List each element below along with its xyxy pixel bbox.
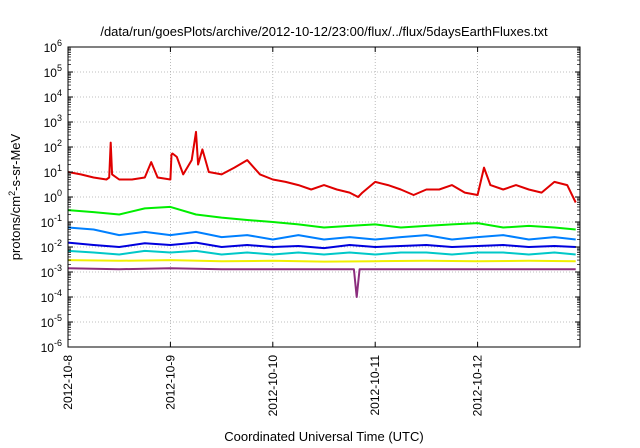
- y-tick-label-base: 10: [44, 166, 58, 180]
- y-tick-label-exp: -2: [54, 238, 62, 248]
- y-tick-label-base: 10: [41, 291, 55, 305]
- y-tick-label: 10-3: [41, 263, 62, 280]
- y-tick-label-exp: 5: [57, 63, 62, 73]
- series-line-4: [67, 241, 576, 250]
- y-axis-label-sup: 2: [7, 191, 17, 196]
- x-tick-label: 2012-10-9: [163, 355, 177, 410]
- series-line-2: [67, 205, 576, 231]
- y-tick-label: 100: [44, 188, 62, 205]
- x-axis: 2012-10-8 2012-10-9 2012-10-10 2012-10-11 20…: [61, 47, 485, 416]
- y-tick-label: 10-1: [41, 213, 62, 230]
- y-tick-label: 104: [44, 88, 62, 105]
- y-tick-label-exp: 0: [57, 188, 62, 198]
- x-axis-label: Coordinated Universal Time (UTC): [224, 429, 423, 444]
- y-tick-label-exp: 6: [57, 38, 62, 48]
- y-tick-label: 101: [44, 163, 62, 180]
- y-axis-label-base: protons/cm: [8, 196, 23, 260]
- y-tick-label-exp: -4: [54, 288, 62, 298]
- series-line-7: [67, 267, 576, 298]
- y-tick-label: 10-6: [41, 338, 62, 355]
- y-tick-label-exp: 1: [57, 163, 62, 173]
- y-tick-label: 105: [44, 63, 62, 80]
- x-tick-label: 2012-10-11: [368, 355, 382, 416]
- y-tick-label-exp: 3: [57, 113, 62, 123]
- series-line-5: [67, 249, 576, 256]
- y-tick-label: 102: [44, 138, 62, 155]
- y-tick-label-exp: 4: [57, 88, 62, 98]
- y-tick-label-base: 10: [44, 41, 58, 55]
- y-tick-label-base: 10: [41, 316, 55, 330]
- y-tick-label: 103: [44, 113, 62, 130]
- series-line-6: [67, 259, 576, 263]
- y-tick-label: 106: [44, 38, 62, 55]
- y-tick-label: 10-4: [41, 288, 62, 305]
- y-tick-label-base: 10: [41, 341, 55, 355]
- y-tick-label-base: 10: [44, 116, 58, 130]
- y-tick-label-exp: -5: [54, 313, 62, 323]
- x-tick-label: 2012-10-10: [266, 355, 280, 417]
- y-tick-label: 10-2: [41, 238, 62, 255]
- y-tick-label-base: 10: [44, 91, 58, 105]
- y-tick-label: 10-5: [41, 313, 62, 330]
- y-tick-label-exp: -6: [54, 338, 62, 348]
- x-tick-label: 2012-10-8: [61, 355, 75, 410]
- y-axis-label-rest: -s-sr-MeV: [8, 133, 23, 190]
- y-tick-label-exp: -3: [54, 263, 62, 273]
- y-tick-label-base: 10: [44, 191, 58, 205]
- chart-title: /data/run/goesPlots/archive/2012-10-12/2…: [100, 24, 548, 39]
- y-tick-label-base: 10: [41, 266, 55, 280]
- y-tick-label-base: 10: [44, 141, 58, 155]
- y-tick-label-exp: -1: [54, 213, 62, 223]
- y-tick-label-base: 10: [44, 66, 58, 80]
- y-tick-label-exp: 2: [57, 138, 62, 148]
- y-axis: 10-610-510-410-310-210-11001011021031041…: [41, 38, 580, 355]
- y-tick-label-base: 10: [41, 216, 55, 230]
- series-line-3: [67, 226, 576, 241]
- series-layer: [67, 130, 577, 298]
- x-tick-label: 2012-10-12: [471, 355, 485, 417]
- series-line-1: [67, 130, 577, 203]
- y-axis-label: protons/cm2-s-sr-MeV: [7, 133, 23, 260]
- y-tick-label-base: 10: [41, 241, 55, 255]
- grid: [68, 47, 580, 347]
